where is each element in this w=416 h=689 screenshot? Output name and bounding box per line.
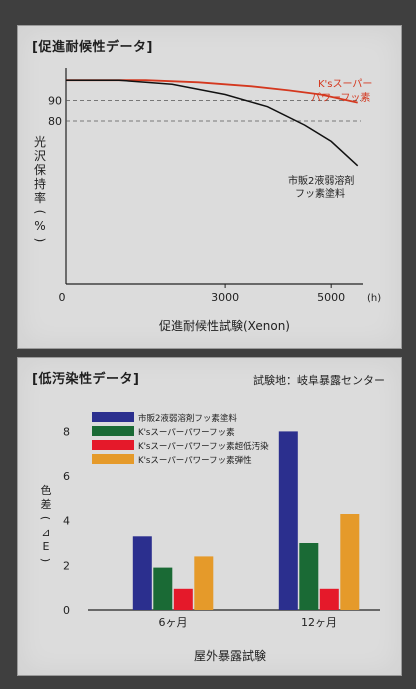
bar-0-3 xyxy=(194,556,214,610)
bar-0-1 xyxy=(153,567,173,610)
y-tick-label: 6 xyxy=(63,470,70,483)
y-tick-label: 2 xyxy=(63,559,70,572)
y-tick-label: 4 xyxy=(63,515,70,528)
x-axis-label: 屋外暴露試験 xyxy=(194,648,266,663)
contamination-panel: [低汚染性データ] 試験地：岐阜暴露センター 0 2 4 6 8 色差 ( ⊿ E) 6ヶ月 12ヶ… xyxy=(17,357,402,676)
y-axis-label-char: 色 xyxy=(41,483,52,497)
legend-label-3: K'sスーパーパワーフッ素弾性 xyxy=(138,455,252,466)
weathering-panel: [促進耐候性データ] 80 90 0 3000 5000 (h) 促進耐候性試験(Xenon… xyxy=(17,25,402,349)
y-axis-label-char: 持 xyxy=(34,176,46,191)
legend-swatch-3 xyxy=(92,454,134,464)
series-label-commercial-line1: 市販2液弱溶剤 xyxy=(288,174,354,187)
category-label: 12ヶ月 xyxy=(301,616,337,629)
weathering-title: [促進耐候性データ] xyxy=(32,40,153,55)
y-axis-label-char: 保 xyxy=(34,163,46,177)
category-label: 6ヶ月 xyxy=(159,616,188,629)
series-label-commercial-line2: フッ素塗料 xyxy=(295,187,345,200)
y-axis-label-char: ) xyxy=(39,558,52,562)
y-axis-label-char: ( xyxy=(33,210,47,215)
bar-1-0 xyxy=(278,431,298,610)
series-line-1 xyxy=(66,79,359,167)
y-axis-label-char: ) xyxy=(33,238,47,243)
contamination-title: [低汚染性データ] xyxy=(32,372,140,387)
series-label-ks-line1: K'sスーパー xyxy=(318,78,372,90)
y-axis-label-char: ⊿ xyxy=(41,526,50,539)
y-axis-label-char: ( xyxy=(39,516,52,520)
legend-swatch-1 xyxy=(92,426,134,436)
bar-1-2 xyxy=(319,588,339,610)
x-axis-label: 促進耐候性試験(Xenon) xyxy=(159,318,290,333)
x-unit-label: (h) xyxy=(367,293,381,304)
bar-1-1 xyxy=(299,543,319,610)
contamination-bar-chart: 0 2 4 6 8 色差 ( ⊿E) 6ヶ月 12ヶ月 市販2液弱溶剤フッ素塗料 K'sスーパーパワー… xyxy=(39,412,380,663)
y-tick-label: 80 xyxy=(48,115,62,128)
y-axis-label-char: 光 xyxy=(34,135,46,149)
test-site-note: 試験地：岐阜暴露センター xyxy=(253,374,385,387)
legend-swatch-2 xyxy=(92,440,134,450)
y-axis-label-char: E xyxy=(43,540,50,553)
x-tick-label: 3000 xyxy=(211,291,239,304)
y-axis-label-char: % xyxy=(34,219,45,233)
legend-label-0: 市販2液弱溶剤フッ素塗料 xyxy=(138,413,237,424)
series-label-ks-line2: パワーフッ素 xyxy=(311,91,370,104)
bar-0-0 xyxy=(132,536,152,610)
bar-0-2 xyxy=(173,588,193,610)
series-line-0 xyxy=(66,79,358,104)
bar-1-3 xyxy=(340,514,360,610)
legend-label-1: K'sスーパーパワーフッ素 xyxy=(138,427,235,438)
y-tick-label: 8 xyxy=(63,425,70,438)
x-tick-label: 5000 xyxy=(317,291,345,304)
legend-label-2: K'sスーパーパワーフッ素超低汚染 xyxy=(138,441,269,452)
y-axis-label-char: 率 xyxy=(34,190,46,205)
y-tick-label: 90 xyxy=(48,95,62,108)
y-axis-label-char: 差 xyxy=(41,497,52,511)
y-tick-label: 0 xyxy=(63,604,70,617)
y-axis-label-char: 沢 xyxy=(34,149,46,163)
x-tick-label: 0 xyxy=(59,291,66,304)
legend-swatch-0 xyxy=(92,412,134,422)
